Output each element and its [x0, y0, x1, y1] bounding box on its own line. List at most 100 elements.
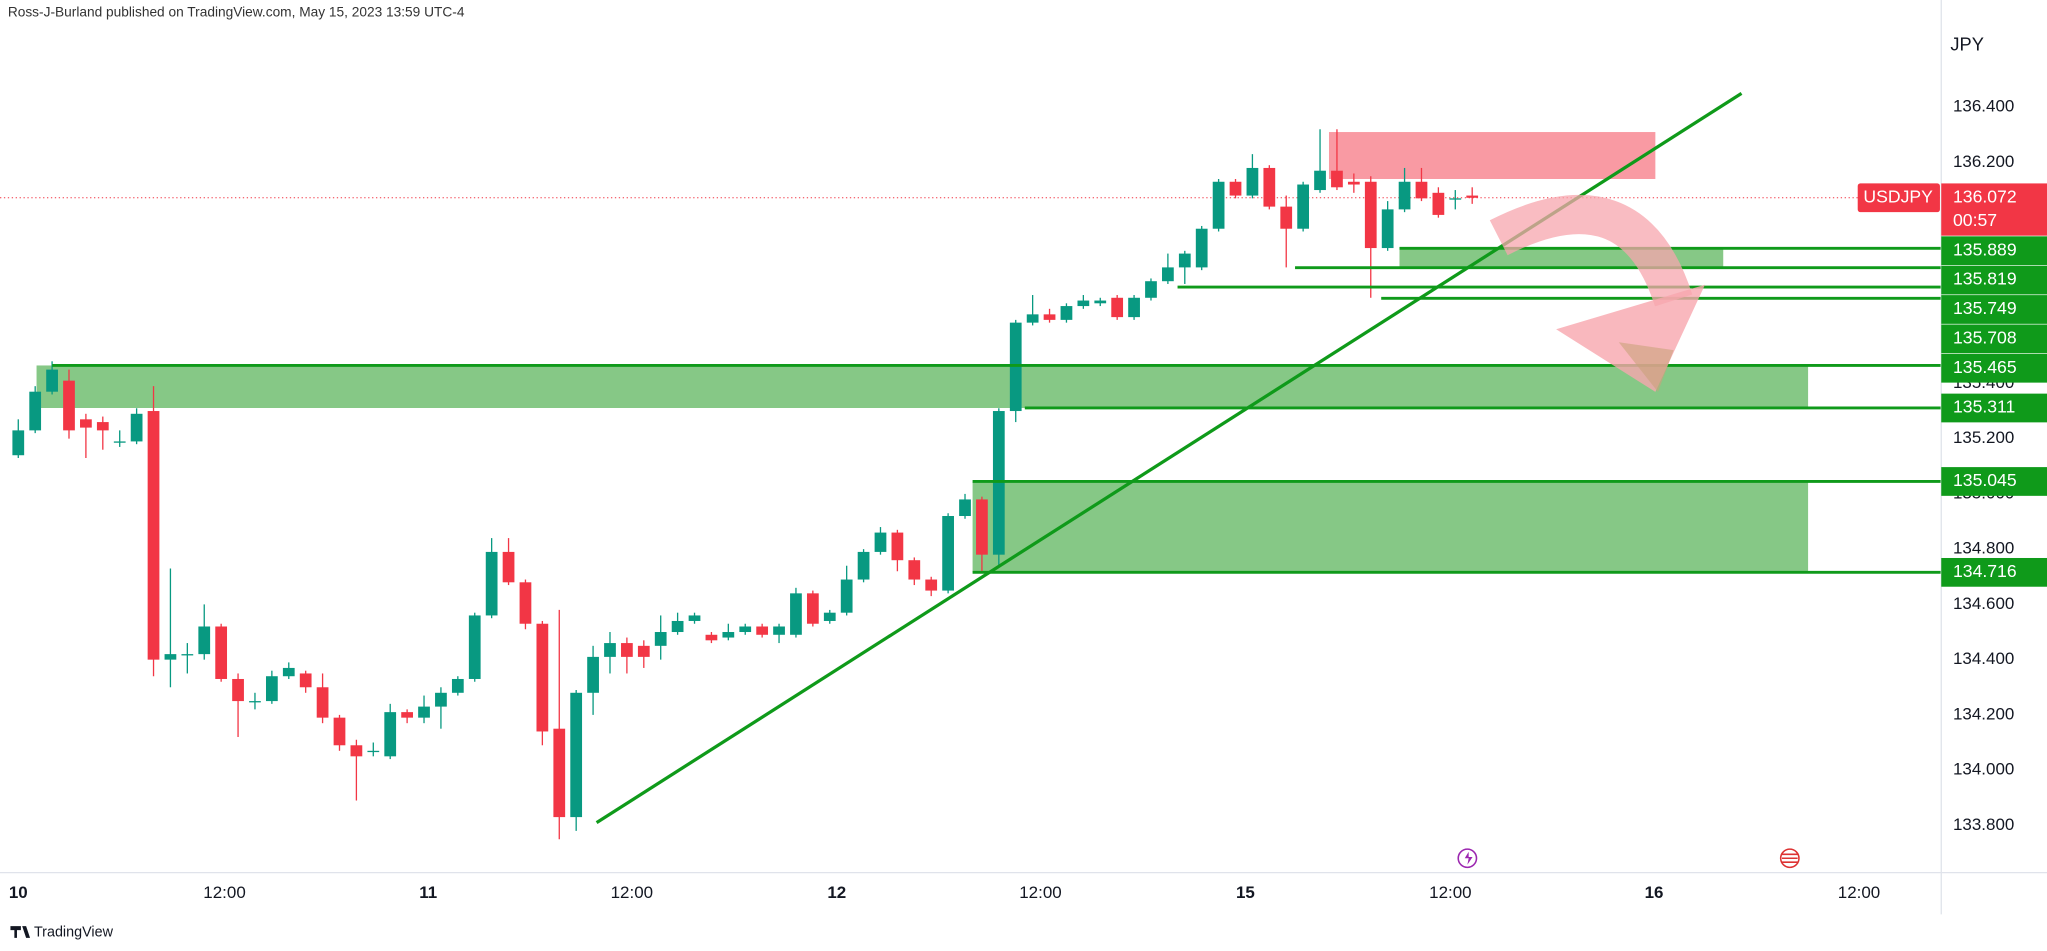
candle-body: [1466, 195, 1479, 198]
candle-body: [265, 676, 278, 702]
candle-body: [519, 582, 532, 624]
candle-body: [502, 551, 515, 583]
candle-body: [722, 632, 735, 638]
candle-body: [29, 391, 42, 431]
candle-body: [959, 499, 971, 517]
candle-body: [976, 499, 988, 555]
candle-body: [1162, 267, 1174, 282]
candle-body: [1263, 167, 1276, 207]
level-label-box: [1941, 353, 2047, 383]
arrow-tip: [1618, 342, 1674, 392]
y-tick-label: 135.200: [1953, 428, 2014, 447]
candle-body: [485, 551, 498, 616]
candle-body: [1128, 297, 1140, 318]
x-tick-label: 12:00: [1019, 883, 1061, 902]
candle-body: [215, 626, 228, 679]
last-price: 136.072: [1953, 186, 2017, 206]
brand-logo: [10, 926, 31, 938]
candle-body: [739, 626, 752, 633]
level-label-box: [1941, 467, 2047, 496]
arrow-shaft: [1489, 195, 1693, 307]
countdown: 00:57: [1953, 210, 1997, 230]
level-label: 134.716: [1953, 561, 2017, 581]
level-label: 135.465: [1953, 357, 2017, 377]
candle-body: [1195, 228, 1208, 268]
zone: [1328, 132, 1656, 179]
candle-body: [553, 728, 566, 818]
candle-body: [96, 422, 109, 431]
candle-body: [113, 441, 126, 443]
candle-body: [63, 380, 75, 431]
candle-body: [232, 678, 244, 702]
level-label: 135.311: [1953, 397, 2015, 417]
x-tick-label: 11: [419, 883, 437, 902]
event-icon-bolt: [1464, 851, 1473, 865]
candle-body: [705, 634, 718, 641]
candle-body: [637, 645, 650, 657]
level-label-box: [1941, 324, 2047, 354]
candle-body: [1077, 300, 1090, 307]
y-tick-label: 134.800: [1953, 539, 2014, 558]
symbol: USDJPY: [1863, 186, 1933, 206]
candle-body: [249, 701, 261, 703]
candle-body: [1398, 181, 1411, 210]
candle-body: [1347, 181, 1360, 185]
candle-body: [671, 620, 684, 633]
candle-body: [350, 745, 363, 757]
candle-body: [1314, 170, 1326, 191]
candle-body: [1280, 206, 1293, 229]
candle-body: [181, 654, 194, 656]
currency: JPY: [1950, 34, 1983, 55]
y-tick-label: 134.600: [1953, 594, 2014, 613]
candle-body: [46, 369, 58, 392]
event-icon[interactable]: [1457, 848, 1478, 869]
candle-body: [282, 667, 295, 677]
level-label-box: [1941, 236, 2047, 266]
candle-body: [823, 612, 836, 621]
candle-body: [925, 579, 938, 591]
candle-body: [1111, 297, 1124, 318]
candle-body: [1331, 170, 1343, 188]
candle-body: [333, 717, 346, 746]
candle-body: [147, 411, 160, 660]
candle-body: [790, 593, 802, 635]
candle-body: [1297, 184, 1310, 229]
candle-body: [840, 579, 853, 613]
zone: [36, 365, 1809, 408]
x-tick-label: 12:00: [1838, 883, 1880, 902]
candle-body: [367, 750, 380, 753]
candle-body: [1246, 167, 1259, 196]
candle-body: [401, 712, 413, 718]
candle-body: [806, 593, 819, 624]
candle-body: [435, 692, 447, 707]
level-label: 135.889: [1953, 239, 2017, 259]
candle-body: [1415, 181, 1428, 199]
level-label-box: [1941, 393, 2047, 423]
candle-body: [773, 626, 785, 635]
y-tick-label: 134.400: [1953, 649, 2014, 668]
y-tick-label: 133.800: [1953, 815, 2014, 834]
candle-body: [1381, 209, 1394, 249]
candle-body: [1026, 314, 1039, 323]
candle-body: [451, 678, 464, 693]
candle-body: [130, 413, 143, 442]
y-tick-label: 134.000: [1953, 760, 2014, 779]
candle-body: [570, 692, 583, 818]
x-tick-label: 12: [827, 883, 846, 902]
candle-body: [942, 516, 954, 591]
header: Ross-J-Burland published on TradingView.…: [8, 5, 465, 20]
candle-body: [1364, 181, 1377, 249]
x-tick-label: 10: [9, 883, 28, 902]
candle-body: [418, 706, 430, 718]
candle-body: [1060, 306, 1073, 320]
symbol-box: [1857, 183, 1940, 213]
candle-body: [80, 419, 92, 428]
level-label: 135.708: [1953, 328, 2017, 348]
level-label-box: [1941, 265, 2047, 295]
candle-body: [198, 626, 211, 655]
zone: [972, 481, 1809, 573]
candle-body: [1145, 281, 1157, 298]
x-tick-label: 12:00: [1429, 883, 1471, 902]
